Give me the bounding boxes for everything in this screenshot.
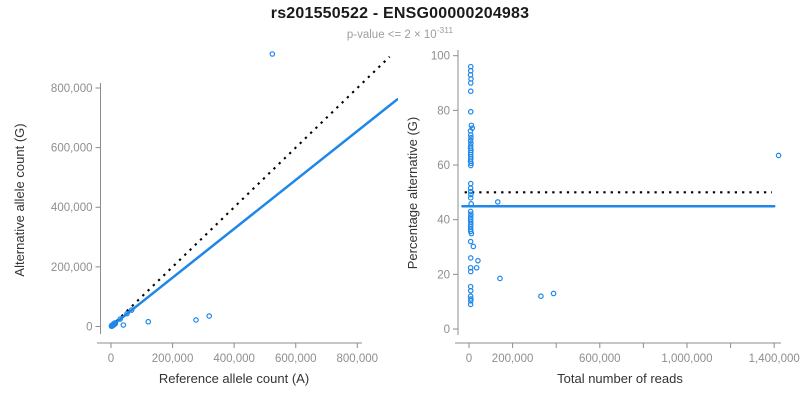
points-group xyxy=(108,51,276,330)
data-point xyxy=(269,51,276,57)
data-point xyxy=(467,162,474,169)
x-tick-label: 1,000,000 xyxy=(661,353,712,365)
y-tick-label: 100 xyxy=(431,51,450,63)
data-point xyxy=(467,137,474,144)
data-point xyxy=(467,132,474,138)
y-axis-title: Percentage alternative (G) xyxy=(405,117,420,269)
y-axis-title: Alternative allele count (G) xyxy=(12,123,27,276)
x-tick-label: 800,000 xyxy=(337,353,379,365)
x-tick-label: 0 xyxy=(108,353,114,365)
data-point xyxy=(468,230,475,237)
data-point xyxy=(467,238,474,245)
data-point xyxy=(467,185,474,192)
data-point xyxy=(112,320,118,327)
data-point xyxy=(494,199,501,205)
data-point xyxy=(117,316,124,322)
data-point xyxy=(470,243,477,250)
data-point xyxy=(467,298,474,304)
y-tick-label: 200,000 xyxy=(51,262,93,274)
data-point xyxy=(550,290,557,297)
y-tick-label: 400,000 xyxy=(51,202,93,214)
x-tick-label: 600,000 xyxy=(275,353,317,365)
data-point xyxy=(120,322,127,328)
data-point xyxy=(468,160,474,167)
right-panel: 0 200,000 600,000 1,000,000 1,400,000 0 20 40 60… xyxy=(405,50,800,386)
data-point xyxy=(467,301,474,308)
x-tick-label: 600,000 xyxy=(579,353,621,365)
identity-line xyxy=(110,55,391,328)
data-point xyxy=(467,287,474,294)
x-axis-title: Total number of reads xyxy=(557,371,683,386)
data-point xyxy=(467,188,474,195)
y-tick-label: 0 xyxy=(86,322,92,334)
pvalue-text: p-value <= 2 × 10 xyxy=(346,28,437,41)
data-point xyxy=(467,80,474,86)
y-tick-label: 60 xyxy=(437,160,450,172)
y-tick-label: 800,000 xyxy=(51,83,93,95)
x-tick-label: 200,000 xyxy=(492,353,534,365)
data-point xyxy=(538,293,544,300)
x-tick-label: 400,000 xyxy=(213,353,255,365)
data-point xyxy=(775,152,782,159)
y-tick-label: 0 xyxy=(444,324,450,336)
data-point xyxy=(206,313,213,319)
data-point xyxy=(468,201,474,207)
data-point xyxy=(467,208,474,215)
data-point xyxy=(467,255,474,261)
data-point xyxy=(467,88,474,95)
x-tick-label: 200,000 xyxy=(152,353,194,365)
data-point xyxy=(467,180,474,187)
data-point xyxy=(468,211,474,218)
data-point xyxy=(467,108,474,115)
data-point xyxy=(475,257,481,264)
data-point xyxy=(497,275,503,282)
x-tick-label: 0 xyxy=(466,353,472,365)
x-tick-label: 1,400,000 xyxy=(749,353,800,365)
fit-line xyxy=(109,98,398,328)
data-point xyxy=(473,264,480,271)
figure-title: rs201550522 - ENSG00000204983 xyxy=(270,5,530,22)
y-tick-label: 20 xyxy=(437,269,450,281)
data-point xyxy=(467,268,474,275)
data-point xyxy=(128,307,135,313)
data-point xyxy=(468,122,475,129)
figure-subtitle: p-value <= 2 × 10-311 xyxy=(0,25,800,41)
y-tick-label: 80 xyxy=(437,105,450,117)
data-point xyxy=(468,296,474,302)
y-tick-label: 600,000 xyxy=(51,143,93,155)
data-point xyxy=(145,318,152,325)
data-point xyxy=(193,317,199,323)
y-tick-label: 40 xyxy=(437,215,450,227)
data-point xyxy=(468,134,474,141)
left-panel: 0 200,000 400,000 600,000 800,000 0 200,000 400… xyxy=(12,51,398,386)
data-point xyxy=(124,310,130,317)
pvalue-exponent: -311 xyxy=(436,25,454,35)
data-point xyxy=(467,195,474,201)
points-group xyxy=(467,63,782,308)
x-axis-title: Reference allele count (A) xyxy=(159,371,309,386)
data-point xyxy=(468,191,474,198)
